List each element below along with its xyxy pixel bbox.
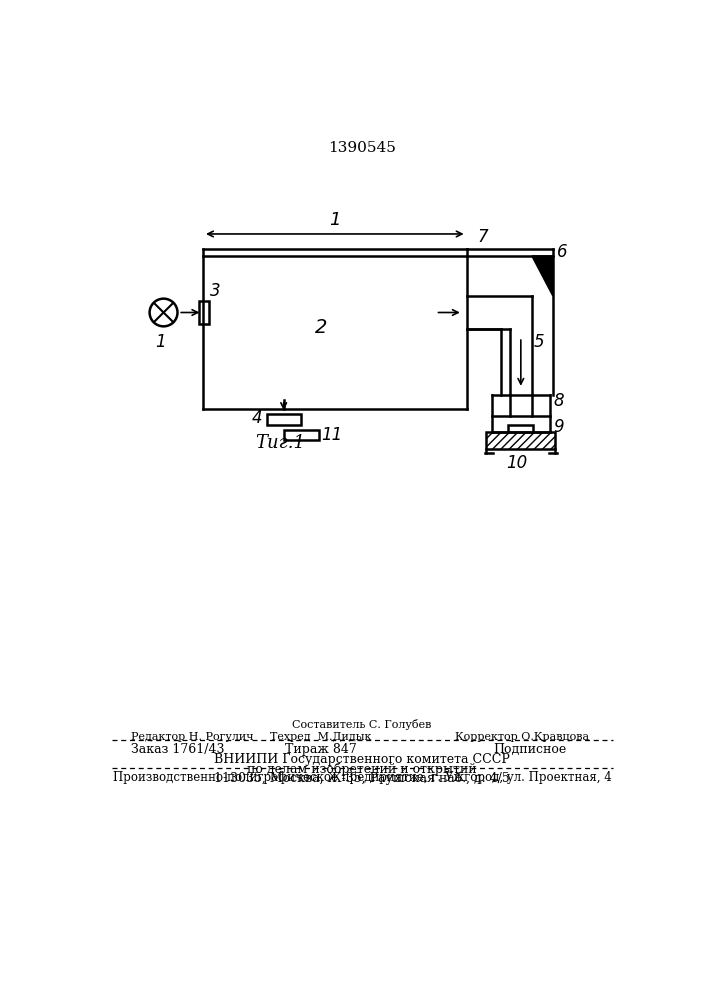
Text: 10: 10 [506,454,527,472]
Text: Корректор О.Кравцова: Корректор О.Кравцова [455,732,590,742]
Text: Техред  М.Дидык: Техред М.Дидык [270,732,372,742]
Text: Τиг.1: Τиг.1 [255,434,305,452]
Text: 1: 1 [155,333,165,351]
Text: Заказ 1761/43: Заказ 1761/43 [131,743,225,756]
Text: 7: 7 [477,228,488,246]
Text: Тираж 847: Тираж 847 [285,743,357,756]
Text: 1390545: 1390545 [328,141,396,155]
Bar [284,430,319,440]
Text: 8: 8 [553,392,563,410]
Text: по делам изобретений и открытий: по делам изобретений и открытий [247,762,477,776]
Text: 11: 11 [321,426,342,444]
Text: 6: 6 [556,243,567,261]
Text: ВНИИПИ Государственного комитета СССР: ВНИИПИ Государственного комитета СССР [214,753,510,766]
Text: 113035, Москва, Ж-35, Раушская наб., д. 4/5: 113035, Москва, Ж-35, Раушская наб., д. … [214,771,510,785]
Text: Подписное: Подписное [493,743,567,756]
Bar [486,432,555,449]
Polygon shape [532,256,554,296]
Text: 3: 3 [211,282,221,300]
Text: Редактор Н. Рогулич: Редактор Н. Рогулич [131,732,254,742]
Bar [508,425,533,433]
Text: 2: 2 [315,318,327,337]
Text: Производственно-полиграфическое предприятие, г. Ужгород, ул. Проектная, 4: Производственно-полиграфическое предприя… [112,771,612,784]
Text: 5: 5 [533,333,544,351]
Bar [267,414,300,425]
Text: Составитель С. Голубев: Составитель С. Голубев [292,719,432,730]
Text: 9: 9 [553,418,563,436]
Text: 4: 4 [252,409,263,427]
Text: 1: 1 [329,211,341,229]
Bar [199,301,209,324]
